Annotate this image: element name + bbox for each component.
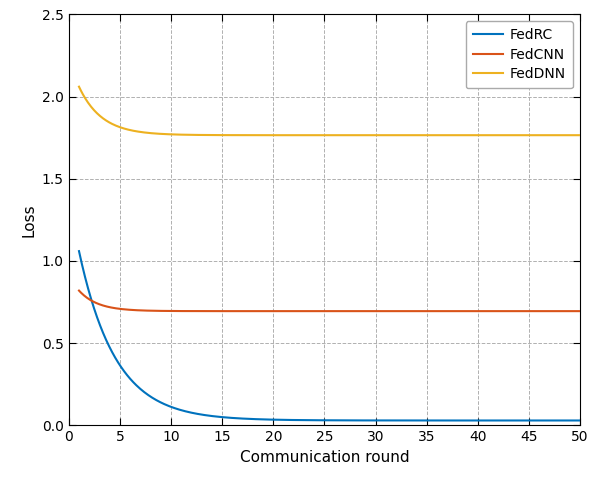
FedRC (565, 418, 572, 424)
FedCNN (374, 308, 381, 314)
FedCNN (313, 308, 321, 314)
FedCNN (486, 308, 493, 314)
FedRC (374, 418, 381, 424)
Line: FedRC: FedRC (79, 251, 580, 421)
FedRC (316, 417, 324, 423)
FedDNN (374, 132, 381, 138)
Y-axis label: Loss: Loss (22, 203, 36, 237)
FedCNN (576, 308, 584, 314)
FedCNN (75, 288, 83, 293)
FedDNN (316, 132, 324, 138)
FedDNN (576, 132, 584, 138)
Line: FedCNN: FedCNN (79, 291, 580, 311)
X-axis label: Communication round: Communication round (240, 450, 409, 465)
FedRC (75, 248, 83, 254)
FedDNN (75, 84, 83, 89)
FedRC (346, 417, 353, 423)
Legend: FedRC, FedCNN, FedDNN: FedRC, FedCNN, FedDNN (466, 22, 573, 88)
FedRC (486, 418, 493, 424)
FedRC (576, 418, 584, 424)
FedDNN (565, 132, 572, 138)
FedCNN (346, 308, 353, 314)
FedDNN (486, 132, 493, 138)
FedDNN (313, 132, 321, 138)
FedCNN (565, 308, 572, 314)
FedRC (313, 417, 321, 423)
FedCNN (316, 308, 324, 314)
FedDNN (346, 132, 353, 138)
Line: FedDNN: FedDNN (79, 87, 580, 135)
